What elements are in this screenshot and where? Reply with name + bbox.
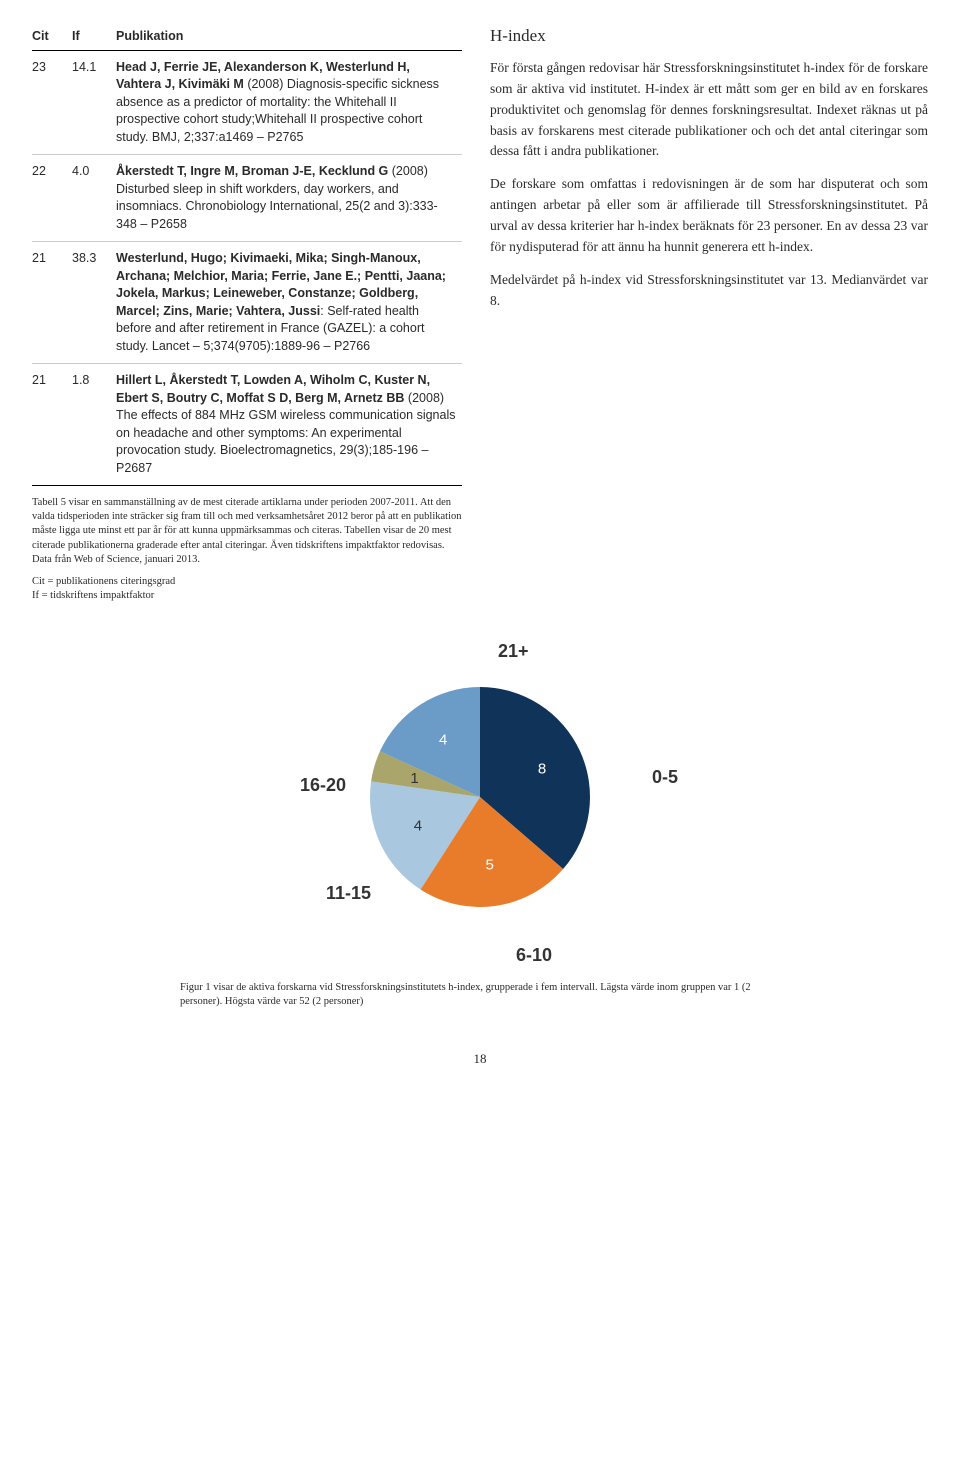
col-pub: Publikation: [116, 24, 462, 50]
pie-value: 8: [538, 761, 546, 778]
publications-table: Cit If Publikation 2314.1Head J, Ferrie …: [32, 24, 462, 486]
pie-value: 4: [414, 818, 422, 835]
pie-category-label: 11-15: [326, 881, 371, 906]
page-number: 18: [32, 1050, 928, 1068]
hindex-p1: För första gången redovisar här Stressfo…: [490, 58, 928, 163]
hindex-p3: Medelvärdet på h-index vid Stressforskni…: [490, 270, 928, 312]
table-row: 211.8Hillert L, Åkerstedt T, Lowden A, W…: [32, 364, 462, 486]
hindex-title: H-index: [490, 24, 928, 48]
pie-value: 4: [439, 732, 447, 749]
table-row: 2314.1Head J, Ferrie JE, Alexanderson K,…: [32, 50, 462, 155]
table-row: 2138.3Westerlund, Hugo; Kivimaeki, Mika;…: [32, 242, 462, 364]
col-cit: Cit: [32, 24, 72, 50]
cell-cit: 21: [32, 364, 72, 486]
hindex-body: För första gången redovisar här Stressfo…: [490, 58, 928, 312]
table-caption: Tabell 5 visar en sammanställning av de …: [32, 496, 462, 567]
cell-publication: Hillert L, Åkerstedt T, Lowden A, Wiholm…: [116, 364, 462, 486]
legend-if: If = tidskriftens impaktfaktor: [32, 589, 462, 603]
pie-value: 5: [486, 857, 494, 874]
hindex-p2: De forskare som omfattas i redovisningen…: [490, 174, 928, 258]
figure-caption: Figur 1 visar de aktiva forskarna vid St…: [180, 981, 780, 1009]
pie-value: 1: [410, 770, 418, 787]
table-row: 224.0Åkerstedt T, Ingre M, Broman J-E, K…: [32, 155, 462, 242]
table-legend: Cit = publikationens citeringsgrad If = …: [32, 575, 462, 603]
pie-category-label: 16-20: [300, 773, 346, 798]
cell-cit: 23: [32, 50, 72, 155]
cell-cit: 22: [32, 155, 72, 242]
cell-if: 1.8: [72, 364, 116, 486]
pie-category-label: 21+: [498, 639, 529, 664]
cell-if: 4.0: [72, 155, 116, 242]
cell-publication: Head J, Ferrie JE, Alexanderson K, Weste…: [116, 50, 462, 155]
col-if: If: [72, 24, 116, 50]
cell-publication: Westerlund, Hugo; Kivimaeki, Mika; Singh…: [116, 242, 462, 364]
cell-publication: Åkerstedt T, Ingre M, Broman J-E, Kecklu…: [116, 155, 462, 242]
pie-category-label: 6-10: [516, 943, 552, 968]
pie-category-label: 0-5: [652, 765, 678, 790]
cell-cit: 21: [32, 242, 72, 364]
legend-cit: Cit = publikationens citeringsgrad: [32, 575, 462, 589]
cell-if: 14.1: [72, 50, 116, 155]
pie-chart: 8 5 4 1 4 0-5 6-10 11-15 16-20 21+: [270, 627, 690, 967]
cell-if: 38.3: [72, 242, 116, 364]
